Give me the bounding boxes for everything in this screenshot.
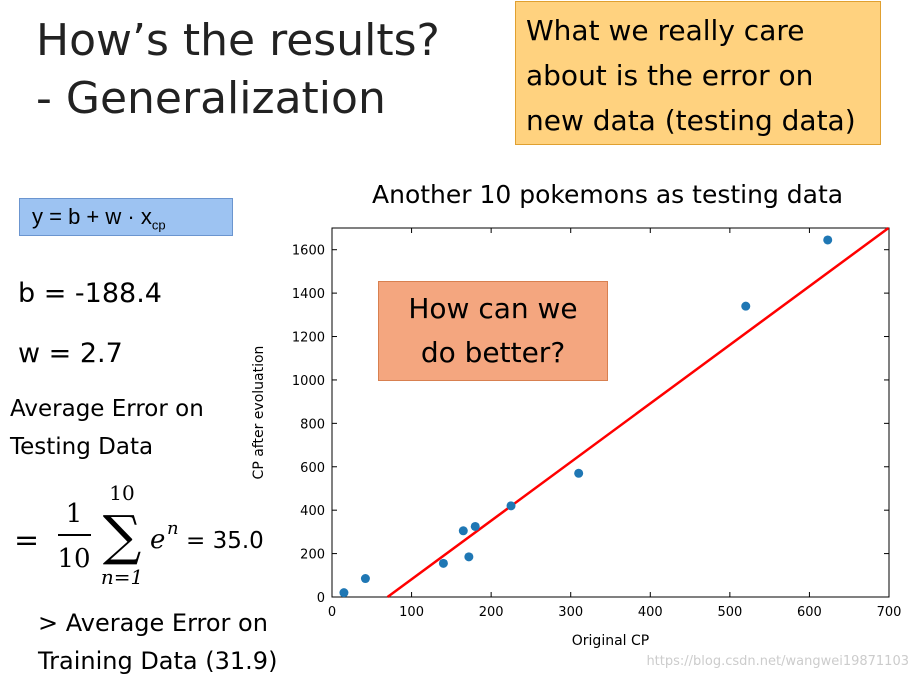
y-tick-label: 1600 (292, 244, 325, 259)
avg-error-line2: Testing Data (10, 434, 154, 460)
data-point (506, 501, 516, 511)
y-tick-label: 800 (300, 417, 325, 432)
data-point (360, 574, 370, 584)
regression-line (386, 226, 890, 599)
sum-lower-limit: n=1 (101, 565, 143, 589)
plot-frame (331, 227, 890, 598)
compare-line1: > Average Error on (38, 609, 268, 637)
avg-error-line1: Average Error on (10, 396, 204, 422)
x-tick-label: 200 (479, 605, 504, 620)
training-error-comparison: > Average Error on Training Data (31.9) (38, 604, 277, 680)
testing-error-note: What we really care about is the error o… (515, 1, 881, 145)
sum-upper-limit: 10 (109, 484, 134, 505)
data-point (574, 468, 584, 478)
y-tick-label: 400 (300, 504, 325, 519)
chart-title: Another 10 pokemons as testing data (372, 180, 844, 209)
y-tick-label: 200 (300, 548, 325, 563)
data-point (438, 558, 448, 568)
data-point (741, 301, 751, 311)
how-better-box: How can we do better? (378, 281, 608, 381)
y-axis-label: CP after evoluation (251, 346, 267, 480)
fraction-numerator: 1 (66, 499, 83, 529)
slide-title-line2: - Generalization (36, 73, 386, 124)
x-tick-label: 600 (797, 605, 822, 620)
y-tick-label: 1400 (292, 287, 325, 302)
fraction-denominator: 10 (57, 544, 90, 574)
error-term: e (150, 525, 165, 555)
watermark: https://blog.csdn.net/wangwei19871103 (646, 654, 909, 669)
compare-line2: Training Data (31.9) (38, 647, 278, 675)
slide-title: How’s the results? - Generalization (36, 12, 496, 128)
x-tick-label: 0 (328, 605, 336, 620)
x-tick-label: 300 (558, 605, 583, 620)
question-line1: How can we (408, 292, 578, 325)
average-error-equation: = 1 10 10 ∑ n=1 e n = 35.0 (14, 484, 264, 589)
y-tick-label: 600 (300, 461, 325, 476)
data-point (823, 235, 833, 245)
x-axis-label: Original CP (572, 633, 649, 649)
bias-value: b = -188.4 (18, 278, 162, 309)
error-term-superscript: n (167, 518, 179, 539)
x-tick-label: 400 (638, 605, 663, 620)
avg-error-label: Average Error on Testing Data (10, 390, 204, 466)
x-tick-label: 100 (399, 605, 424, 620)
data-point (464, 552, 474, 562)
note-line3: new data (testing data) (526, 104, 856, 137)
scatter-plot: 0 100 200 300 400 500 600 700 0 200 400 600 800 1000 1… (251, 226, 902, 649)
y-tick-label: 1000 (292, 374, 325, 389)
weight-value: w = 2.7 (18, 338, 123, 369)
model-formula-subscript: cp (151, 217, 166, 233)
model-formula: y = b + w · x (32, 204, 152, 229)
equation-result: = 35.0 (186, 528, 264, 554)
data-point (458, 526, 468, 536)
question-line2: do better? (420, 336, 566, 369)
note-line2: about is the error on (526, 59, 814, 92)
equals-sign: = (14, 523, 39, 558)
slide-title-line1: How’s the results? (36, 15, 440, 66)
plot-layer: 0 100 200 300 400 500 600 700 0 200 400 600 800 1000 1… (251, 226, 902, 649)
data-point (339, 588, 349, 598)
model-formula-box: y = b + w · xcp (19, 198, 233, 236)
y-tick-label: 1200 (292, 331, 325, 346)
data-point (470, 521, 480, 531)
y-tick-label: 0 (317, 591, 325, 606)
x-tick-label: 500 (717, 605, 742, 620)
summation-sign: ∑ (103, 504, 142, 567)
note-line1: What we really care (526, 14, 805, 47)
x-tick-label: 700 (877, 605, 902, 620)
